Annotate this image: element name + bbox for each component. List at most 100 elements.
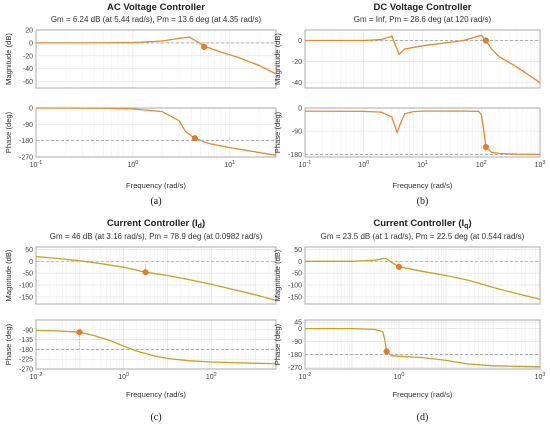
bode-panel-b: DC Voltage Controller Gm = Inf, Pm = 28.6… xyxy=(273,2,545,207)
y-tick-label: 50 xyxy=(294,247,302,254)
x-axis-label: Frequency (rad/s) xyxy=(126,181,186,190)
y-tick-label: 0 xyxy=(298,326,302,333)
y-tick-label: -225 xyxy=(19,357,33,364)
chart-title: AC Voltage Controller xyxy=(107,2,205,13)
x-tick-label: 101 xyxy=(417,160,428,169)
y-tick-label: -20 xyxy=(292,59,302,66)
chart-title-subscript: d xyxy=(198,223,202,230)
y-axis-label: Phase (deg) xyxy=(4,323,13,365)
y-axis-label: Phase (deg) xyxy=(4,111,13,153)
phase-margin-marker xyxy=(383,348,390,355)
phase-series-line xyxy=(305,327,541,368)
plot-frame xyxy=(304,319,541,370)
y-tick-label: -180 xyxy=(288,352,302,359)
x-tick-label: 101 xyxy=(224,160,235,169)
y-axis-label: Magnitude (dB) xyxy=(273,249,282,301)
x-tick-label: 103 xyxy=(535,372,546,381)
plot-frame xyxy=(35,319,277,370)
y-tick-label: -270 xyxy=(19,367,33,374)
x-tick-exponent: 3 xyxy=(542,160,545,166)
chart-subtitle: Gm = 46 dB (at 3.16 rad/s), Pm = 78.9 de… xyxy=(50,232,263,241)
y-tick-label: -20 xyxy=(23,53,33,60)
y-tick-label: 45 xyxy=(294,320,302,327)
x-tick-label: 100 xyxy=(118,372,129,381)
magnitude-plot: 20 0 -20 -40 -60 Magnitude (dB) xyxy=(4,28,277,89)
x-tick-exponent: 3 xyxy=(542,372,545,378)
y-tick-label: -150 xyxy=(19,294,33,301)
y-tick-label: 0 xyxy=(298,38,302,45)
magnitude-margin-marker xyxy=(142,269,149,276)
phase-plot: -90 -135 -180 -225 -270 Phase (deg) 10-2 100 102 xyxy=(4,319,277,381)
chart-title: Current Controller (Iq) xyxy=(373,218,471,230)
x-tick-exponent: 2 xyxy=(214,372,217,378)
plot-frame xyxy=(35,107,277,158)
panel-caption: (c) xyxy=(150,412,161,423)
plot-frame xyxy=(35,29,277,89)
chart-title-main: Current Controller (I xyxy=(107,218,198,229)
x-tick-label: 10-1 xyxy=(299,160,312,169)
chart-subtitle: Gm = Inf, Pm = 28.6 deg (at 120 rad/s) xyxy=(354,15,492,24)
panel-caption: (d) xyxy=(417,412,429,423)
x-tick-exponent: 1 xyxy=(425,160,428,166)
magnitude-margin-marker xyxy=(396,263,403,270)
bode-panel-a: AC Voltage Controller Gm = 6.24 dB (at 5.… xyxy=(4,2,277,207)
magnitude-series-line xyxy=(35,255,277,302)
y-tick-label: 0 xyxy=(298,106,302,113)
bode-panel-c: Current Controller (Id) Gm = 46 dB (at 3.… xyxy=(4,218,277,423)
x-tick-exponent: -1 xyxy=(37,160,42,166)
y-tick-label: -100 xyxy=(288,283,302,290)
magnitude-margin-marker xyxy=(201,43,208,50)
x-tick-label: 100 xyxy=(127,160,138,169)
y-tick-label: -135 xyxy=(19,337,33,344)
y-tick-label: -150 xyxy=(288,294,302,301)
y-tick-label: -100 xyxy=(19,283,33,290)
plot-frame xyxy=(304,107,541,158)
y-tick-label: -90 xyxy=(292,129,302,136)
x-tick-label: 103 xyxy=(535,160,546,169)
magnitude-series-line xyxy=(305,34,541,84)
y-tick-label: 20 xyxy=(25,28,33,35)
x-tick-label: 10-1 xyxy=(30,160,43,169)
x-tick-label: 10-2 xyxy=(299,372,312,381)
x-tick-exponent: -2 xyxy=(306,372,311,378)
chart-title-subscript: q xyxy=(464,223,468,230)
y-tick-label: 50 xyxy=(25,247,33,254)
y-tick-label: -90 xyxy=(23,327,33,334)
plot-area xyxy=(36,320,276,369)
bode-panel-d: Current Controller (Iq) Gm = 23.5 dB (at … xyxy=(273,218,545,423)
y-tick-label: -40 xyxy=(292,80,302,87)
plot-area xyxy=(36,247,276,304)
x-tick-exponent: 0 xyxy=(126,372,129,378)
y-tick-label: 0 xyxy=(29,40,33,47)
x-axis-label: Frequency (rad/s) xyxy=(393,181,453,190)
y-axis-label: Magnitude (dB) xyxy=(273,33,282,85)
magnitude-margin-marker xyxy=(482,37,489,44)
chart-title-end: ) xyxy=(202,218,205,229)
magnitude-plot: 50 0 -50 -100 -150 Magnitude (dB) xyxy=(4,246,277,305)
plot-frame xyxy=(304,246,541,305)
chart-title: DC Voltage Controller xyxy=(374,2,472,13)
panel-caption: (a) xyxy=(150,196,161,207)
x-tick-label: 100 xyxy=(394,372,405,381)
y-tick-label: -50 xyxy=(23,271,33,278)
y-tick-label: -270 xyxy=(288,365,302,372)
y-tick-label: -180 xyxy=(19,347,33,354)
x-tick-exponent: -1 xyxy=(306,160,311,166)
y-axis-label: Phase (deg) xyxy=(273,111,282,153)
plot-area xyxy=(305,247,540,304)
y-tick-label: -40 xyxy=(23,66,33,73)
x-tick-exponent: -2 xyxy=(37,372,42,378)
phase-margin-marker xyxy=(76,329,83,336)
phase-margin-marker xyxy=(191,135,198,142)
phase-series-line xyxy=(304,110,541,156)
plot-frame xyxy=(35,246,277,305)
x-tick-exponent: 2 xyxy=(484,160,487,166)
x-tick-exponent: 1 xyxy=(232,160,235,166)
y-axis-label: Magnitude (dB) xyxy=(4,249,13,301)
x-tick-exponent: 0 xyxy=(401,372,404,378)
x-tick-exponent: 0 xyxy=(135,160,138,166)
